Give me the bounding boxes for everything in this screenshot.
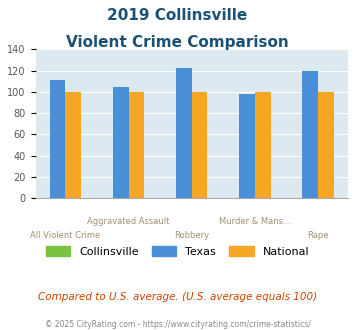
Text: Murder & Mans...: Murder & Mans... <box>219 217 291 226</box>
Bar <box>302 71 318 198</box>
Text: © 2025 CityRating.com - https://www.cityrating.com/crime-statistics/: © 2025 CityRating.com - https://www.city… <box>45 320 310 329</box>
Bar <box>192 92 207 198</box>
Text: Violent Crime Comparison: Violent Crime Comparison <box>66 35 289 50</box>
Bar <box>65 92 81 198</box>
Legend: Collinsville, Texas, National: Collinsville, Texas, National <box>42 243 313 260</box>
Bar <box>113 86 129 198</box>
Bar <box>318 92 334 198</box>
Bar <box>176 68 192 198</box>
Text: Compared to U.S. average. (U.S. average equals 100): Compared to U.S. average. (U.S. average … <box>38 292 317 302</box>
Text: Rape: Rape <box>307 231 329 240</box>
Text: 2019 Collinsville: 2019 Collinsville <box>107 8 248 23</box>
Text: Robbery: Robbery <box>174 231 209 240</box>
Text: Aggravated Assault: Aggravated Assault <box>87 217 170 226</box>
Bar <box>129 92 144 198</box>
Bar <box>255 92 271 198</box>
Bar <box>50 80 65 198</box>
Text: All Violent Crime: All Violent Crime <box>31 231 100 240</box>
Bar <box>239 94 255 198</box>
